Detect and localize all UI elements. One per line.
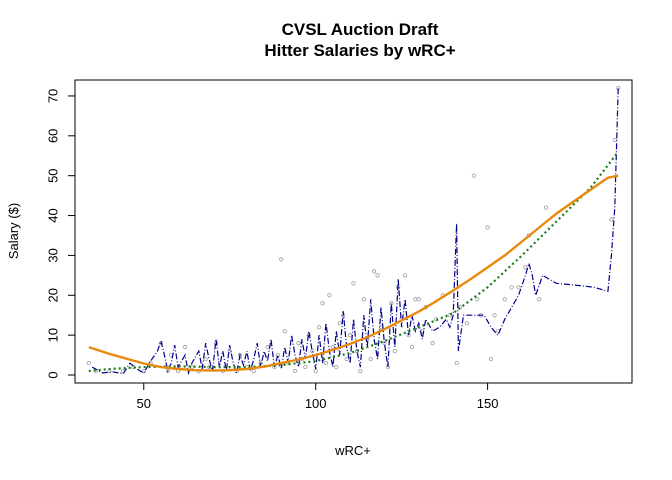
scatter-point (320, 301, 325, 306)
chart-subtitle: Hitter Salaries by wRC+ (264, 41, 455, 60)
scatter-point (523, 265, 528, 270)
scatter-point (182, 345, 188, 350)
y-axis: 0 10 20 30 40 50 60 70 (46, 89, 76, 379)
scatter-point (337, 321, 342, 326)
x-tick-label: 150 (477, 396, 499, 411)
chart-title: CVSL Auction Draft (282, 20, 439, 39)
scatter-point (165, 368, 170, 374)
scatter-point (609, 217, 614, 222)
scatter-point (265, 345, 270, 350)
scatter-point (389, 301, 394, 306)
scatter-point (475, 297, 480, 302)
scatter-point (375, 273, 380, 278)
scatter-points (86, 85, 621, 374)
plot-frame (74, 79, 633, 384)
y-tick-label: 30 (46, 248, 61, 262)
scatter-point (203, 356, 208, 362)
scatter-point (334, 364, 339, 370)
x-axis: 50 100 150 (137, 382, 499, 411)
scatter-point (471, 173, 476, 178)
scatter-point (454, 360, 459, 366)
x-axis-label: wRC+ (334, 443, 371, 458)
y-tick-label: 60 (46, 129, 61, 143)
scatter-point (344, 356, 349, 362)
y-tick-label: 70 (46, 89, 61, 103)
scatter-point (251, 368, 256, 374)
scatter-point (447, 313, 452, 318)
y-tick-label: 0 (46, 371, 61, 378)
scatter-point (402, 273, 408, 278)
scatter-point (347, 333, 353, 338)
scatter-point (492, 313, 497, 318)
scatter-point (296, 341, 301, 346)
scatter-point (413, 297, 418, 302)
scatter-point (612, 137, 617, 142)
scatter-point (392, 349, 397, 354)
scatter-point (86, 360, 91, 366)
scatter-point (141, 368, 146, 374)
scatter-point (351, 281, 356, 286)
scatter-point (464, 321, 470, 326)
scatter-point (310, 349, 315, 354)
y-tick-label: 20 (46, 288, 61, 302)
scatter-point (382, 341, 387, 346)
scatter-point (327, 293, 332, 298)
scatter-point (485, 225, 490, 230)
scatter-point (368, 356, 373, 362)
scatter-point (502, 297, 507, 302)
scatter-point (509, 285, 514, 290)
series-lines (88, 87, 620, 376)
scatter-point (292, 368, 298, 374)
y-tick-label: 40 (46, 208, 61, 222)
scatter-point (372, 269, 377, 274)
scatter-point (488, 356, 494, 362)
scatter-point (416, 297, 421, 302)
scatter-point (537, 297, 542, 302)
scatter-point (361, 297, 366, 302)
y-tick-label: 10 (46, 328, 61, 342)
scatter-point (409, 345, 415, 350)
y-axis-label: Salary ($) (6, 203, 21, 259)
scatter-point (317, 325, 322, 330)
smooth-fit-line (88, 151, 620, 373)
quadratic-fit-line (88, 174, 619, 372)
scatter-point (206, 364, 212, 370)
scatter-point (323, 360, 329, 366)
scatter-point (282, 329, 287, 334)
scatter-point (313, 368, 318, 374)
scatter-point (279, 257, 284, 262)
scatter-point (516, 285, 521, 290)
scatter-point (358, 368, 363, 374)
x-tick-label: 50 (137, 396, 151, 411)
scatter-point (303, 364, 308, 370)
scatter-point (430, 341, 435, 346)
y-tick-label: 50 (46, 168, 61, 182)
connected-series-line (91, 87, 619, 376)
x-tick-label: 100 (305, 396, 327, 411)
scatter-point (543, 205, 549, 210)
